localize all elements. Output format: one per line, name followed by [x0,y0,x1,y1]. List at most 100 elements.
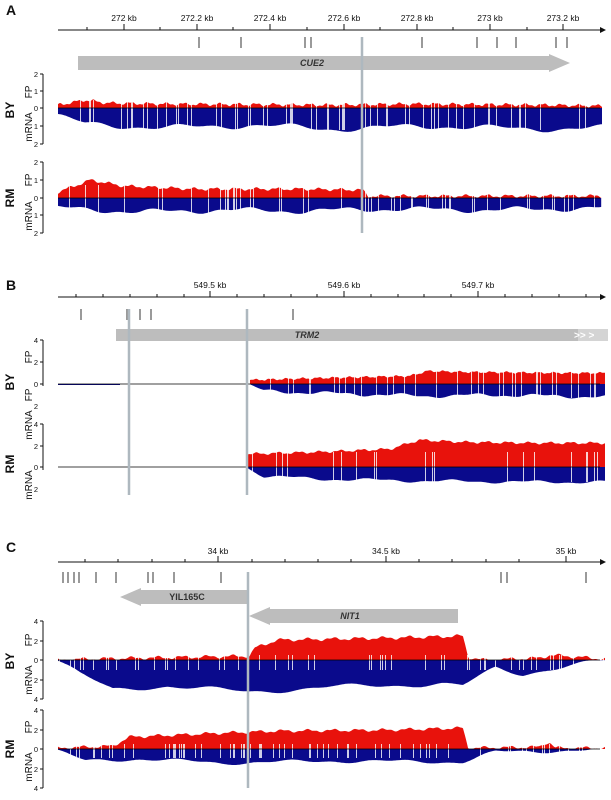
coverage-gap [400,185,401,215]
coverage-gap [573,185,574,215]
coverage-gap [59,655,60,670]
coverage-gap [165,744,166,758]
coverage-gap [496,100,497,130]
coverage-gap [559,655,560,670]
coverage-gap [448,744,449,758]
coverage-gap [553,655,554,670]
coverage-gap [116,655,117,670]
coverage-gap [176,100,177,130]
strain-label-rm: RM [3,740,17,759]
coverage-gap [181,744,182,758]
coverage-gap [426,185,427,215]
panel-c-ticks [84,556,567,562]
coverage-gap [80,100,81,130]
variant-markers [62,572,587,583]
coverage-gap [328,100,329,130]
track-label-fp: FP [24,633,35,646]
coverage-gap [438,100,439,130]
y-tick: 0 [34,380,38,389]
coverage-gap [472,185,473,215]
coverage-gap [292,100,293,130]
coverage-gap [183,744,184,758]
coverage-gap [288,655,289,670]
coverage-gap [485,655,486,670]
coverage-gap [124,744,125,758]
coverage-gap [234,744,235,758]
y-axis-rm: 2 1 0 1 2 [34,158,44,238]
coverage-gap [208,185,209,215]
y-axis-by: 2 1 0 1 2 [34,70,44,149]
coverage-gap [308,185,309,215]
coverage-gap [511,655,512,670]
panel-c: C 34 kb 34.5 kb 35 kb YIL165C NIT1 [3,539,606,793]
coverage-gap [127,100,128,130]
strain-label-by: BY [3,102,17,119]
fp-coverage-c-by [58,634,605,660]
coverage-gap [573,655,574,670]
panel-b-ticks [75,291,587,297]
coverage-gap [391,655,392,670]
panel-b-label: B [6,277,16,293]
coverage-gap [385,655,386,670]
coverage-gap [386,100,387,130]
coverage-gap [554,185,555,215]
coverage-gap [70,744,71,758]
gene-nit1-arrow [249,607,458,625]
coverage-gap [536,655,537,670]
gene-label-cue2: CUE2 [300,58,324,68]
track-label-mrna: mRNA [24,112,35,142]
coverage-gap [526,744,527,758]
coverage-gap [284,744,285,758]
coverage-gap [371,185,372,215]
gene-label-nit1: NIT1 [340,611,360,621]
coverage-gap [400,744,401,758]
coverage-gap [523,655,524,670]
coverage-gap [480,744,481,758]
tick-label: 34 kb [208,546,229,556]
coverage-gap [240,185,241,215]
coverage-gap [94,744,95,758]
coverage-gap [174,744,175,758]
coverage-gap [564,185,565,215]
mrna-coverage-a-rm [58,198,602,214]
y-tick: 2 [34,229,38,238]
fp-coverage-a-by [58,99,602,108]
coverage-gap [413,744,414,758]
coverage-gap [420,744,421,758]
coverage-gap [347,744,348,758]
track-label-fp: FP [24,350,35,363]
coverage-gap [579,744,580,758]
mrna-coverage-c-by [58,660,605,694]
y-tick: 2 [34,637,38,646]
fp-coverage-b-by [250,370,605,384]
coverage-gap [540,100,541,130]
track-label-mrna: mRNA [24,201,35,231]
coverage-gap [543,185,544,215]
panel-a-label: A [6,2,16,18]
y-tick: 4 [34,695,38,704]
coverage-gap [158,185,159,215]
coverage-gap [138,655,139,670]
coverage-gap [368,185,369,215]
coverage-gap [220,185,221,215]
mrna-coverage-c-rm [58,749,605,765]
coverage-gap [263,100,264,130]
coverage-gap [198,655,199,670]
coverage-gap [405,100,406,130]
tick-label: 549.6 kb [328,280,361,290]
coverage-gap [508,744,509,758]
track-label-fp: FP [24,173,35,186]
coverage-gap [348,744,349,758]
coverage-gap [488,100,489,130]
coverage-gap [442,185,443,215]
coverage-gap [169,744,170,758]
axis-arrowhead [600,27,606,33]
coverage-gap [220,744,221,758]
coverage-gap [236,185,237,215]
coverage-gap [250,100,251,130]
track-label-mrna: mRNA [24,410,35,440]
strain-label-by: BY [3,374,17,391]
coverage-gap [519,655,520,670]
coverage-gap [456,100,457,130]
